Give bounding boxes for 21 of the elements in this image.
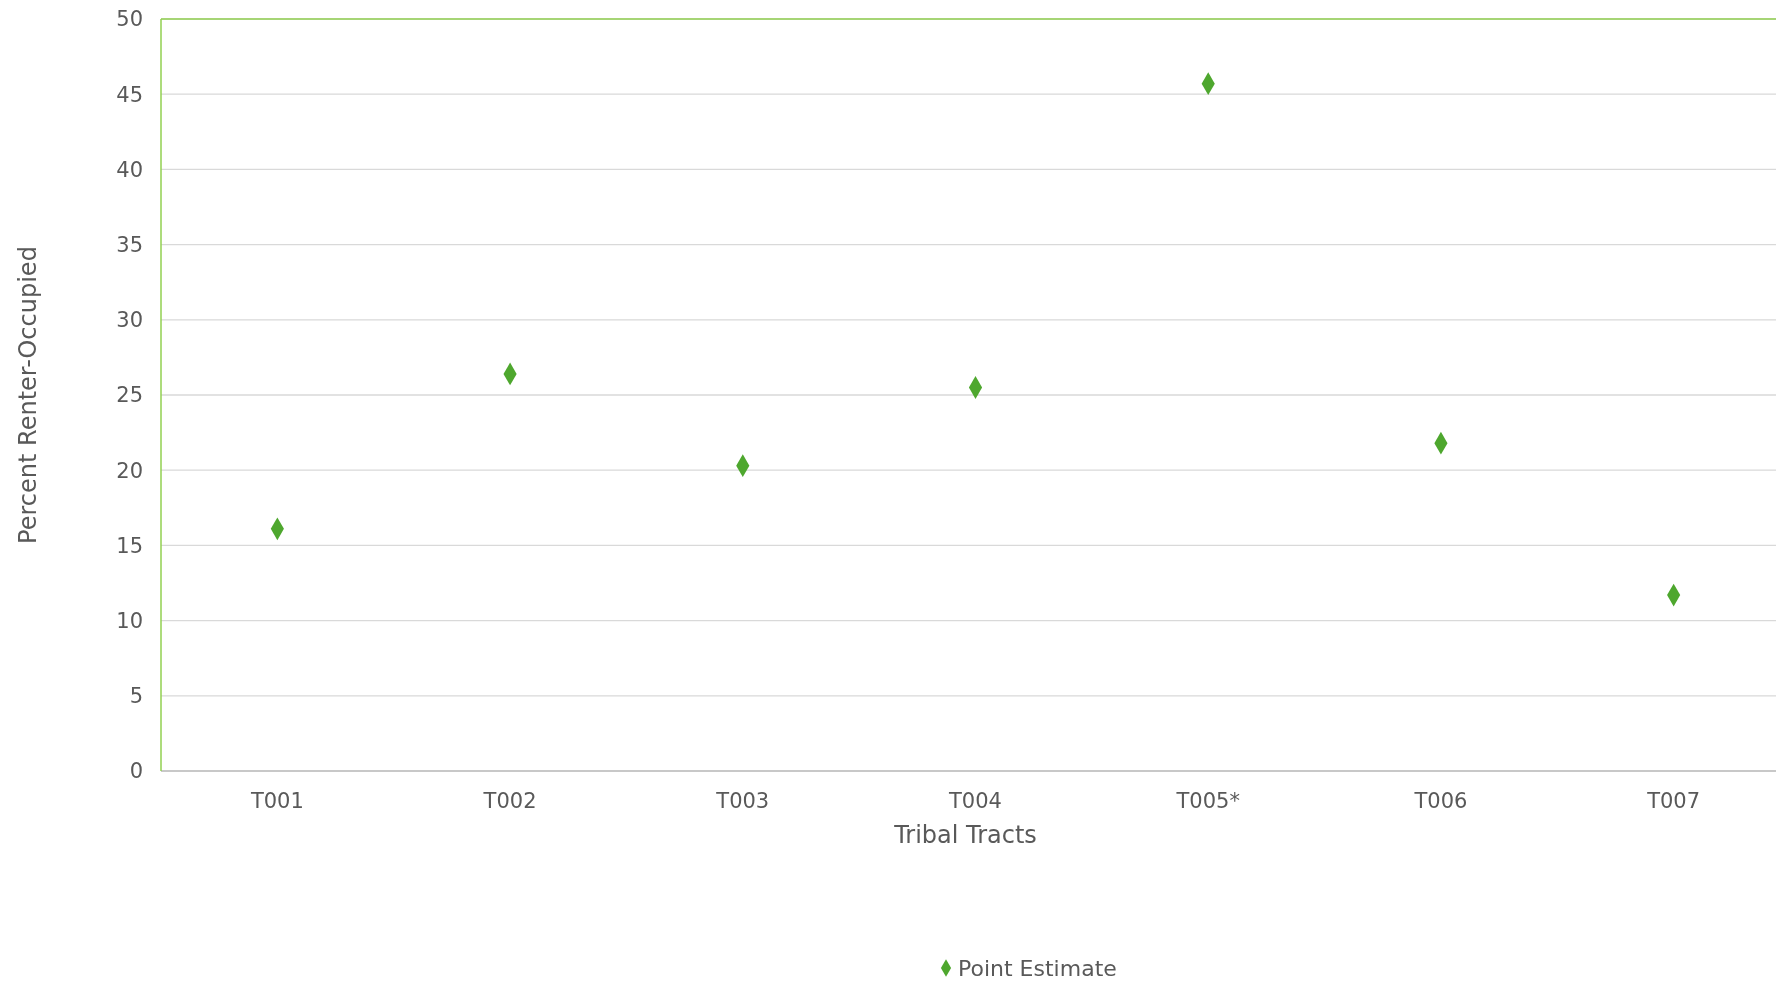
x-tick-label: T004 [948,789,1002,813]
y-tick-label: 30 [116,308,143,333]
x-tick-label: T002 [482,789,537,813]
y-tick-label: 45 [116,82,143,107]
y-tick-label: 0 [129,759,143,784]
x-axis-title: Tribal Tracts [893,821,1037,849]
x-tick-label: T005* [1175,789,1240,813]
y-tick-label: 10 [116,608,143,633]
x-tick-label: T007 [1646,789,1701,813]
y-tick-label: 40 [116,157,143,182]
y-tick-label: 35 [116,232,143,257]
y-tick-label: 15 [116,533,143,558]
legend-label: Point Estimate [958,955,1117,981]
y-tick-label: 50 [116,7,143,32]
y-axis-title: Percent Renter-Occupied [14,246,42,544]
y-tick-label: 5 [129,684,143,709]
x-tick-label: T006 [1413,789,1468,813]
x-tick-label: T001 [249,789,304,813]
x-tick-label: T003 [715,789,770,813]
y-tick-label: 25 [116,383,143,408]
y-tick-label: 20 [116,458,143,483]
